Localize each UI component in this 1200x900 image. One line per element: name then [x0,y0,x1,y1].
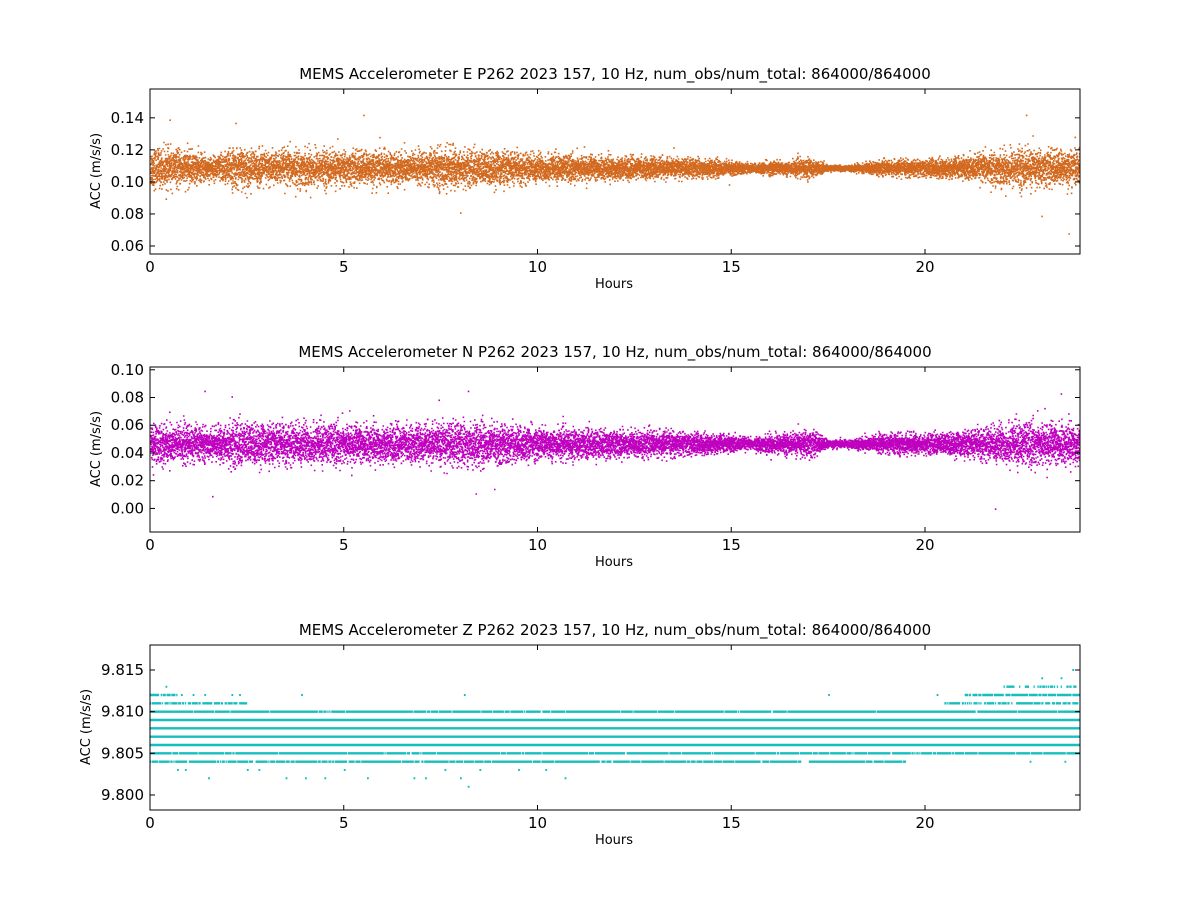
y-tick-label-e: 0.10 [111,173,144,191]
panel-e: MEMS Accelerometer E P262 2023 157, 10 H… [89,65,1081,292]
y-tick-label-n: 0.08 [111,389,144,407]
panel-z: MEMS Accelerometer Z P262 2023 157, 10 H… [79,621,1081,848]
y-tick-label-n: 0.06 [111,416,144,434]
x-tick-label-n: 5 [339,536,349,554]
y-axis-label-n: ACC (m/s/s) [89,411,104,487]
y-tick-label-z: 9.810 [101,703,144,721]
y-tick-label-n: 0.00 [111,499,144,517]
y-tick-label-e: 0.06 [111,237,144,255]
x-tick-label-e: 20 [915,258,934,276]
ticks-e: 0 5 10 15 20 0.06 0.08 0.10 0.12 0.14 [111,89,1080,276]
plot-area-n [150,390,1080,510]
panel-n: MEMS Accelerometer N P262 2023 157, 10 H… [89,343,1081,570]
x-tick-label-e: 5 [339,258,349,276]
y-tick-label-z: 9.815 [101,661,144,679]
plot-area-z [150,669,1080,788]
x-tick-label-n: 10 [528,536,547,554]
y-tick-label-n: 0.02 [111,472,144,490]
chart-title-n: MEMS Accelerometer N P262 2023 157, 10 H… [298,343,931,362]
chart-title-e: MEMS Accelerometer E P262 2023 157, 10 H… [299,65,931,84]
y-axis-label-e: ACC (m/s/s) [89,133,104,209]
x-tick-label-e: 10 [528,258,547,276]
y-tick-label-n: 0.10 [111,361,144,379]
y-tick-label-e: 0.08 [111,205,144,223]
y-tick-label-n: 0.04 [111,444,144,462]
x-tick-label-z: 20 [915,814,934,832]
x-tick-label-z: 15 [722,814,741,832]
data-points-z [150,669,1080,788]
chart-title-z: MEMS Accelerometer Z P262 2023 157, 10 H… [299,621,931,640]
axes-frame-n [149,366,1081,533]
ticks-z: 0 5 10 15 20 9.800 9.805 9.810 9.815 [101,645,1080,832]
x-tick-label-n: 20 [915,536,934,554]
series-z [150,669,1080,788]
x-tick-label-n: 0 [145,536,155,554]
axes-frame-e [149,88,1081,255]
x-axis-label-e: Hours [595,277,633,292]
axes-frame-z [149,644,1081,811]
x-tick-label-n: 15 [722,536,741,554]
data-points-e [150,114,1080,235]
series-n [150,390,1080,510]
x-axis-label-n: Hours [595,555,633,570]
x-tick-label-z: 5 [339,814,349,832]
x-tick-label-e: 0 [145,258,155,276]
y-tick-label-e: 0.12 [111,141,144,159]
y-axis-label-z: ACC (m/s/s) [79,689,94,765]
series-e [150,114,1080,235]
plot-area-e [150,114,1080,235]
y-tick-label-e: 0.14 [111,109,144,127]
x-tick-label-z: 0 [145,814,155,832]
data-points-n [150,390,1080,510]
x-tick-label-e: 15 [722,258,741,276]
y-tick-label-z: 9.805 [101,744,144,762]
ticks-n: 0 5 10 15 20 0.00 0.02 0.04 0.06 0.08 0.10 [111,361,1080,554]
y-tick-label-z: 9.800 [101,786,144,804]
x-tick-label-z: 10 [528,814,547,832]
x-axis-label-z: Hours [595,833,633,848]
